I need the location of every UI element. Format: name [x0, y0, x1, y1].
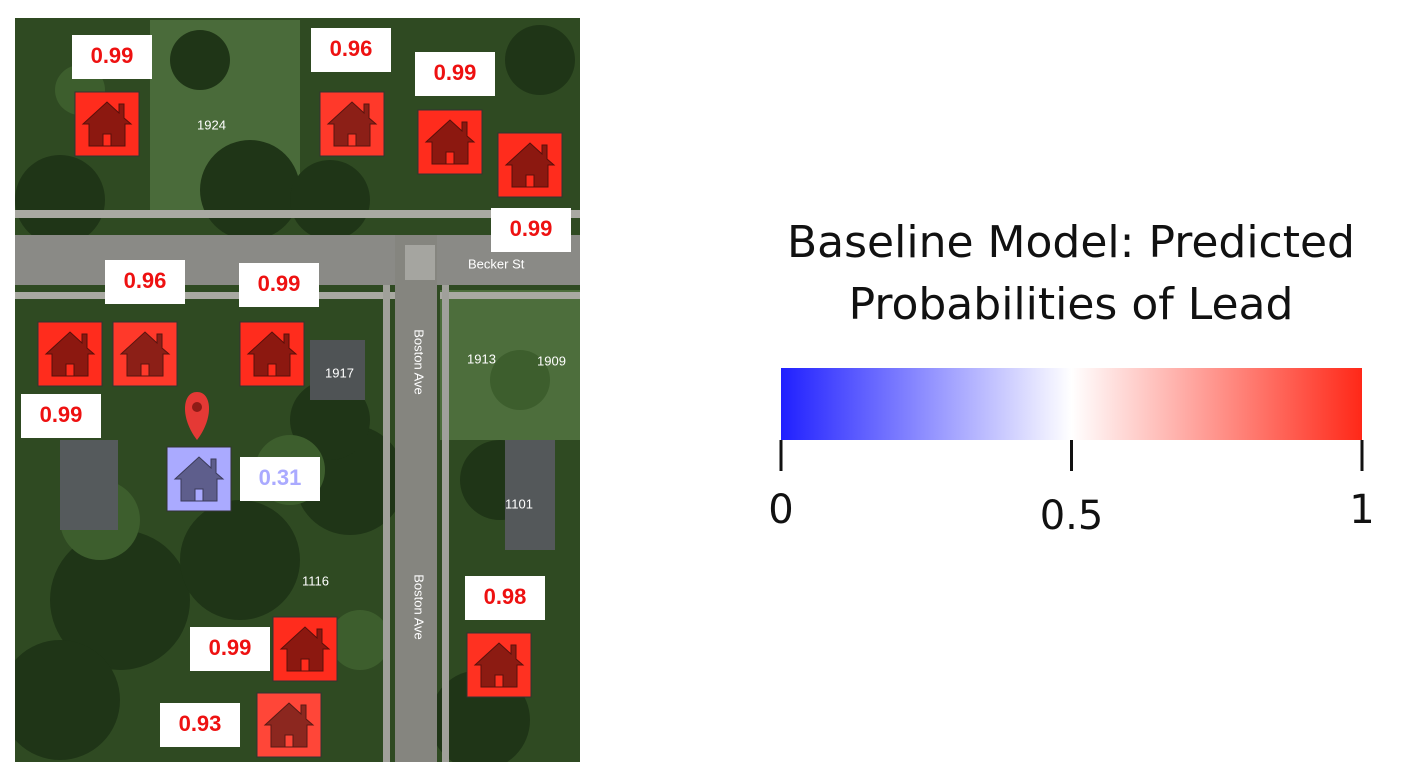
tick-label: 1	[1349, 487, 1374, 533]
probability-label: 0.99	[209, 635, 252, 660]
legend-title: Baseline Model: Predicted Probabilities …	[786, 217, 1355, 330]
colorbar	[781, 368, 1362, 440]
probability-label-box	[190, 627, 270, 671]
map-label: 1924	[197, 117, 226, 132]
map-label: 1913	[467, 351, 496, 366]
house-icon	[424, 119, 476, 165]
probability-label: 0.99	[510, 216, 553, 241]
location-pin-dot	[192, 402, 202, 412]
map-label: Boston Ave	[412, 329, 427, 395]
probability-label: 0.31	[259, 465, 302, 490]
house-icon	[81, 101, 133, 147]
house	[256, 692, 322, 758]
house	[112, 321, 178, 387]
probability-label-box	[491, 208, 571, 252]
house	[466, 632, 532, 698]
house-icon	[173, 456, 225, 502]
house-icon	[263, 702, 315, 748]
house	[74, 91, 140, 157]
probability-label: 0.93	[179, 711, 222, 736]
map-label: Boston Ave	[412, 574, 427, 640]
map-labels: 1924 Becker St Boston Ave Boston Ave 1917 191…	[197, 117, 566, 639]
house-icon	[473, 642, 525, 688]
house	[417, 109, 483, 175]
house-icon	[326, 101, 378, 147]
probability-label-box	[311, 28, 391, 72]
probability-label: 0.98	[484, 584, 527, 609]
house	[319, 91, 385, 157]
house-icon	[119, 331, 171, 377]
probability-label-box	[105, 260, 185, 304]
houses: 0.99 0.96 0.99 0.99 0.96 0.99 0.99 0.31 0.99 0.98…	[21, 28, 571, 758]
map-label: 1101	[505, 496, 533, 511]
probability-label: 0.99	[91, 43, 134, 68]
probability-label-box	[239, 263, 319, 307]
probability-label-box	[160, 703, 240, 747]
house-icon	[504, 142, 556, 188]
probability-label-box	[465, 576, 545, 620]
probability-label-box	[415, 52, 495, 96]
probability-label: 0.99	[434, 60, 477, 85]
probability-label-box	[240, 457, 320, 501]
colorbar-ticks: 0 0.5 1	[768, 440, 1375, 539]
probability-label: 0.96	[330, 36, 373, 61]
house-icon	[246, 331, 298, 377]
map-label: 1917	[325, 365, 354, 380]
map-label: Becker St	[468, 256, 525, 271]
probability-label-box	[72, 35, 152, 79]
probability-label-box	[21, 394, 101, 438]
house	[37, 321, 103, 387]
house	[166, 446, 232, 512]
house	[497, 132, 563, 198]
map-label: 1909	[537, 353, 566, 368]
tick-label: 0.5	[1040, 493, 1104, 539]
house-icon	[44, 331, 96, 377]
probability-label: 0.96	[124, 268, 167, 293]
house	[272, 616, 338, 682]
probability-label: 0.99	[40, 402, 83, 427]
tick-label: 0	[768, 487, 793, 533]
location-pin	[184, 392, 210, 440]
house-icon	[279, 626, 331, 672]
house	[239, 321, 305, 387]
probability-label: 0.99	[258, 271, 301, 296]
map-label: 1116	[302, 573, 329, 588]
